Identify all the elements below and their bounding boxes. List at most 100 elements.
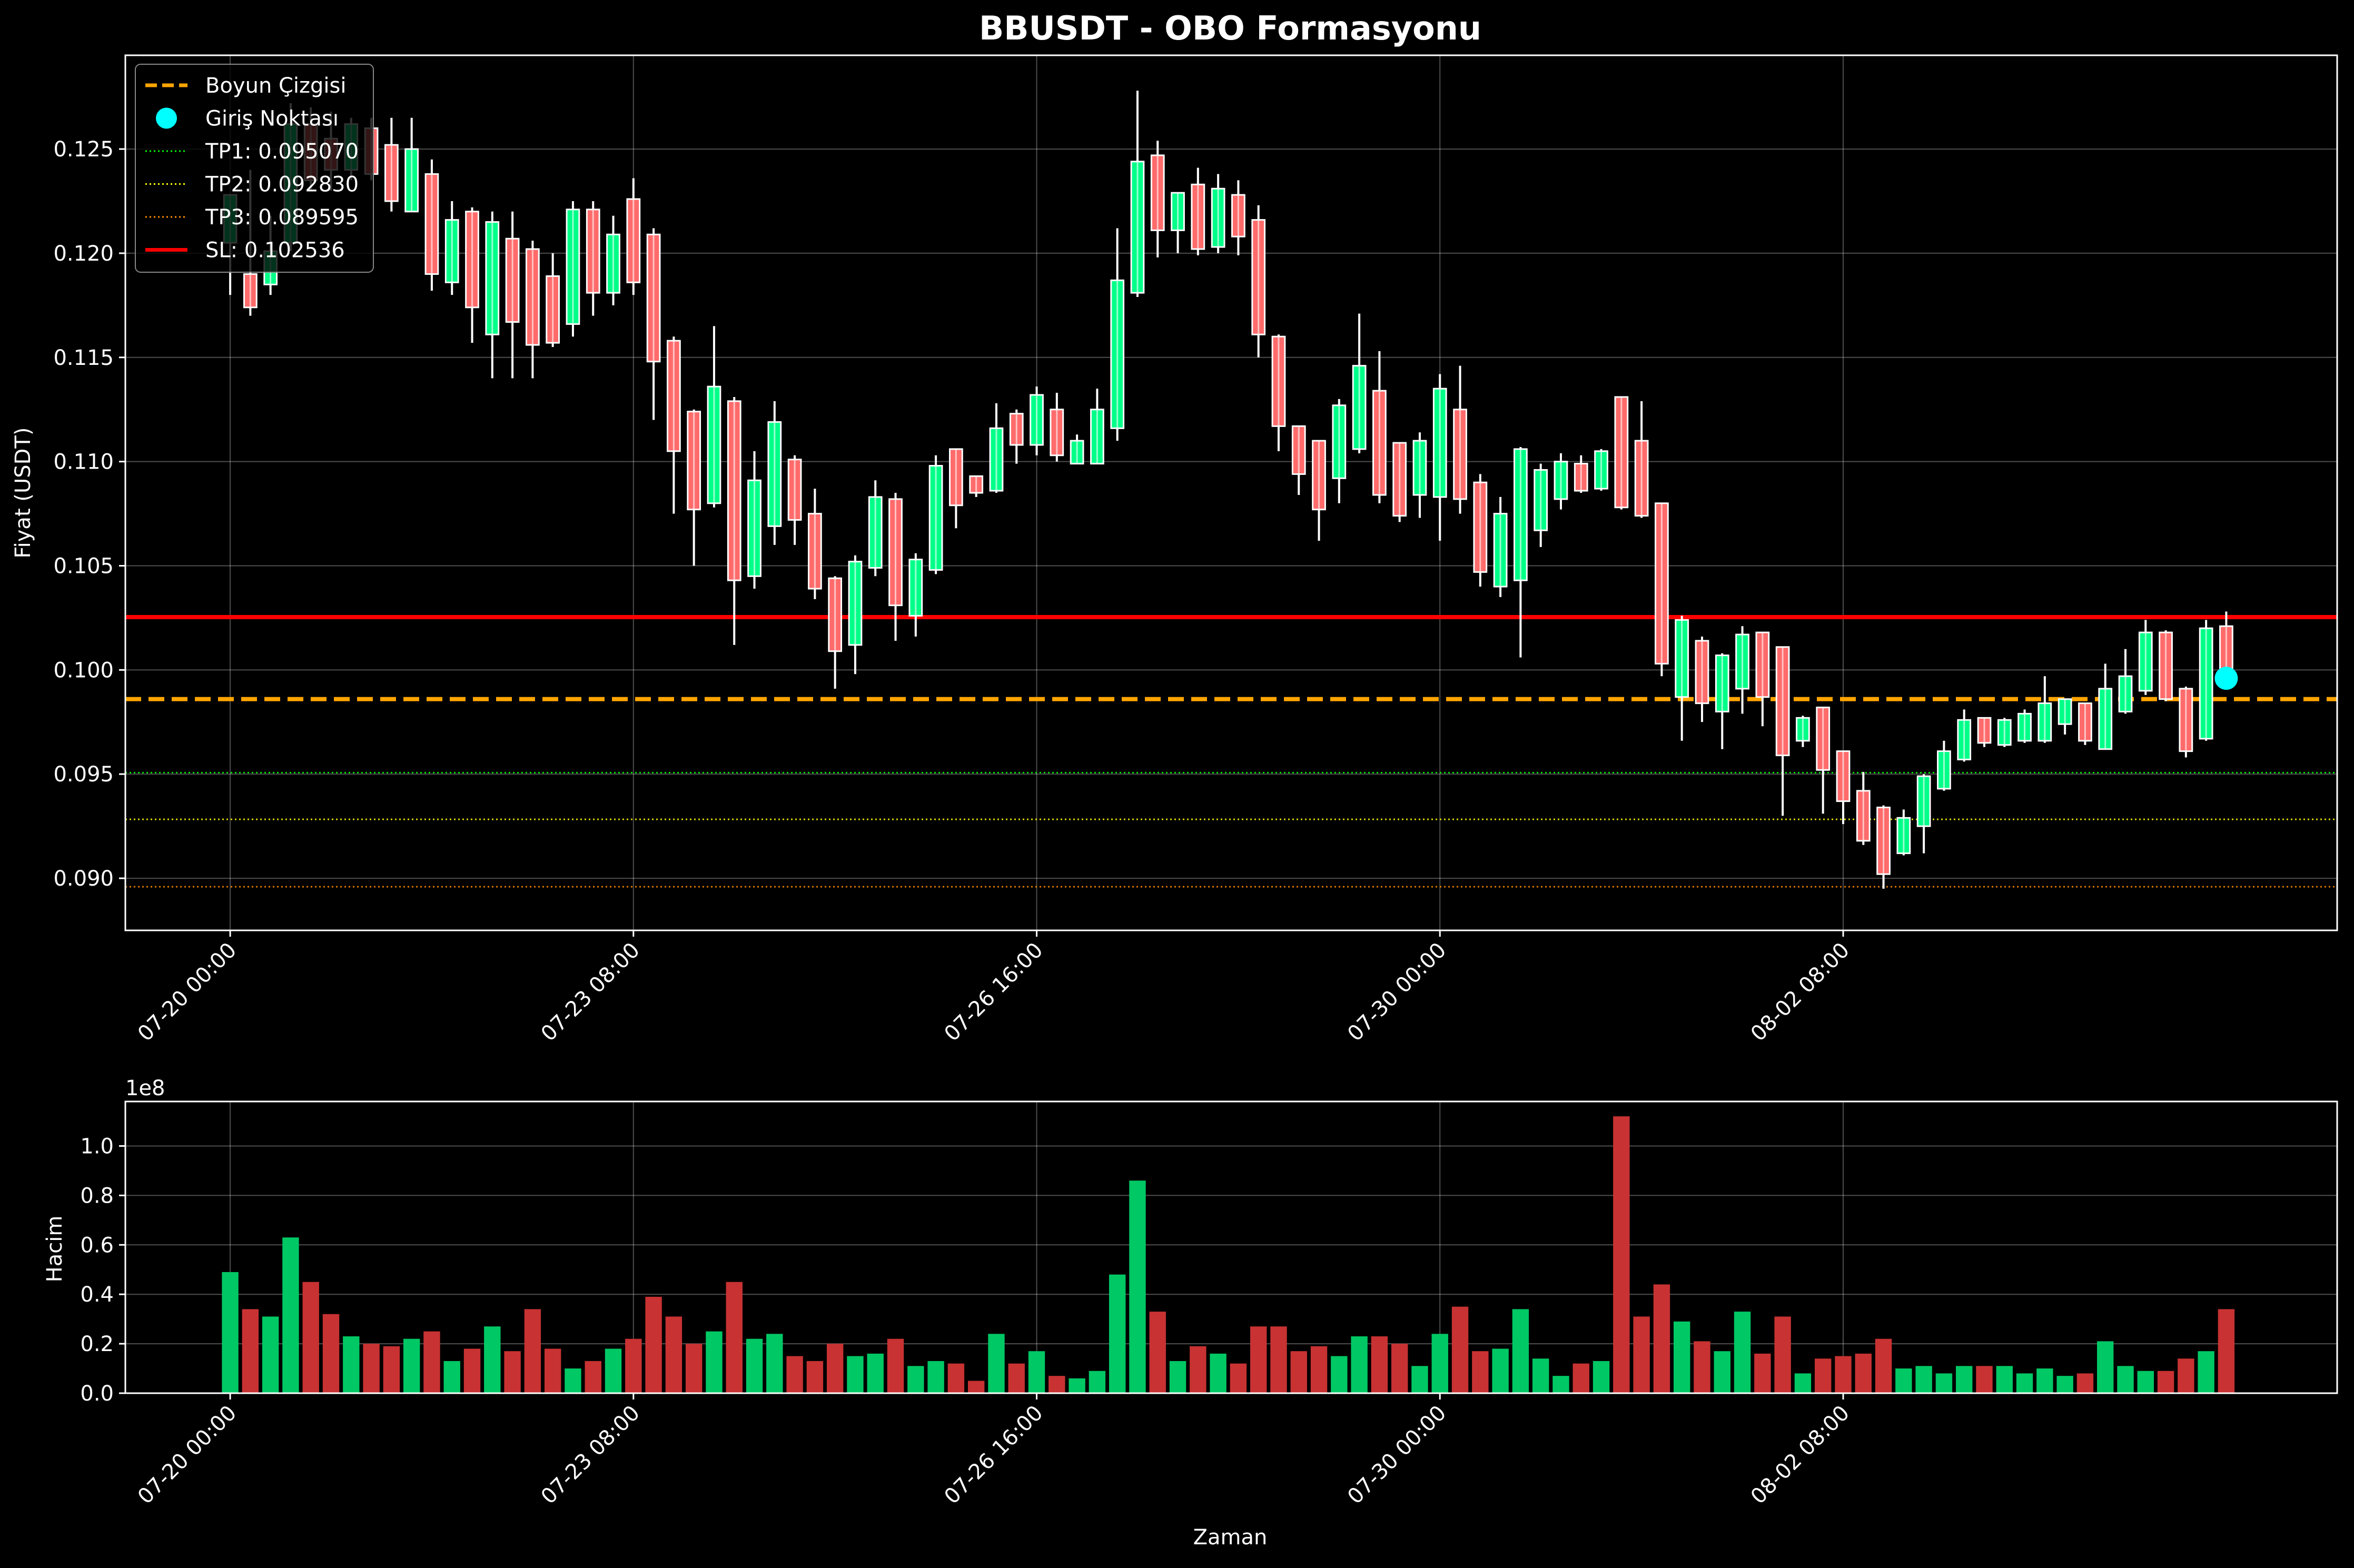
candle bbox=[808, 489, 822, 599]
volume-plot-frame bbox=[124, 1100, 2338, 1394]
legend-item: TP2: 0.092830 bbox=[145, 173, 359, 197]
volume-bar bbox=[302, 1282, 319, 1393]
candle bbox=[1211, 174, 1225, 253]
candle bbox=[1856, 772, 1871, 845]
volume-bar bbox=[1310, 1346, 1328, 1393]
candle bbox=[1937, 740, 1951, 791]
candle bbox=[485, 211, 500, 379]
volume-bar bbox=[463, 1348, 481, 1393]
candle bbox=[1231, 180, 1245, 255]
candle bbox=[1715, 653, 1729, 749]
candle bbox=[2058, 698, 2072, 735]
volume-bar bbox=[2117, 1366, 2134, 1393]
volume-y-tick-label: 0.2 bbox=[80, 1332, 114, 1356]
volume-bar bbox=[1996, 1366, 2013, 1393]
candle bbox=[1775, 646, 1790, 816]
volume-bar bbox=[2056, 1376, 2073, 1393]
volume-bar bbox=[2076, 1373, 2094, 1393]
candle bbox=[687, 409, 701, 566]
candle bbox=[1332, 399, 1347, 503]
candle bbox=[1574, 455, 1588, 493]
candle bbox=[747, 451, 761, 589]
candle bbox=[1514, 446, 1528, 658]
volume-bar bbox=[262, 1316, 279, 1393]
volume-bar bbox=[726, 1282, 743, 1393]
volume-y-tick-label: 0.8 bbox=[80, 1184, 114, 1208]
candle bbox=[969, 475, 984, 497]
volume-bar bbox=[1069, 1378, 1085, 1393]
volume-bar bbox=[1875, 1338, 1892, 1393]
candle bbox=[586, 201, 600, 316]
volume-bar bbox=[806, 1361, 824, 1393]
volume-bar bbox=[1572, 1363, 1589, 1393]
volume-bar bbox=[1754, 1353, 1771, 1393]
volume-bar bbox=[2157, 1371, 2174, 1393]
volume-bar bbox=[645, 1296, 662, 1393]
candle bbox=[1171, 192, 1185, 253]
price-y-tick-label: 0.125 bbox=[53, 137, 114, 162]
candle bbox=[1271, 334, 1286, 451]
volume-bar bbox=[746, 1338, 763, 1393]
price-y-axis-label: Fiyat (USDT) bbox=[11, 428, 35, 559]
volume-bar bbox=[826, 1344, 844, 1393]
candle bbox=[1735, 626, 1749, 714]
candle bbox=[1009, 409, 1024, 464]
candle bbox=[1614, 396, 1629, 510]
volume-bar bbox=[1391, 1344, 1408, 1393]
price-y-tick-label: 0.105 bbox=[53, 554, 114, 579]
candle bbox=[1392, 442, 1407, 522]
volume-y-tick-label: 0.0 bbox=[80, 1382, 114, 1406]
volume-bar bbox=[1512, 1309, 1529, 1393]
legend-label: TP3: 0.089595 bbox=[205, 205, 359, 230]
volume-bar bbox=[1613, 1116, 1630, 1393]
volume-bar bbox=[1149, 1312, 1166, 1393]
legend-label: TP1: 0.095070 bbox=[205, 140, 359, 164]
candle bbox=[1191, 167, 1205, 255]
volume-bar bbox=[786, 1356, 803, 1393]
volume-bar bbox=[1734, 1312, 1751, 1393]
candle bbox=[2199, 620, 2213, 741]
volume-bars bbox=[222, 1116, 2235, 1393]
candle bbox=[1675, 616, 1689, 741]
volume-bar bbox=[1694, 1341, 1710, 1393]
volume-y-tick-label: 0.4 bbox=[80, 1283, 114, 1307]
price-y-tick-label: 0.115 bbox=[53, 346, 114, 370]
volume-bar bbox=[1008, 1363, 1025, 1393]
volume-bar bbox=[706, 1331, 723, 1393]
volume-bar bbox=[2097, 1341, 2114, 1393]
legend-item: Giriş Noktası bbox=[156, 107, 339, 131]
candle bbox=[1876, 805, 1891, 889]
volume-bar bbox=[1270, 1326, 1287, 1393]
legend-box bbox=[135, 64, 374, 273]
candle bbox=[707, 326, 721, 508]
volume-bar bbox=[1935, 1373, 1953, 1393]
candle bbox=[1957, 709, 1972, 762]
volume-bar bbox=[1835, 1356, 1852, 1393]
volume-bar bbox=[403, 1338, 420, 1393]
candle bbox=[1997, 718, 2012, 747]
volume-bar bbox=[2198, 1351, 2214, 1393]
legend-item: TP1: 0.095070 bbox=[145, 140, 359, 164]
candle bbox=[667, 336, 681, 514]
candle bbox=[787, 455, 802, 545]
candle bbox=[444, 201, 459, 295]
volume-bar bbox=[847, 1356, 864, 1393]
volume-bar bbox=[1411, 1366, 1428, 1393]
volume-bar bbox=[1714, 1351, 1730, 1393]
candle bbox=[2179, 687, 2193, 758]
price-plot-frame bbox=[124, 54, 2338, 931]
volume-y-tick-label: 1.0 bbox=[80, 1135, 114, 1159]
volume-scale-label: 1e8 bbox=[125, 1076, 165, 1100]
volume-bar bbox=[665, 1316, 683, 1393]
entry-point-marker bbox=[2214, 667, 2238, 690]
volume-bar bbox=[1371, 1336, 1388, 1393]
candle bbox=[848, 555, 863, 674]
volume-bar bbox=[1250, 1326, 1267, 1393]
volume-bar bbox=[1653, 1284, 1670, 1393]
candle bbox=[1030, 386, 1044, 455]
candle bbox=[1755, 631, 1770, 727]
volume-bar bbox=[2016, 1373, 2033, 1393]
volume-bar bbox=[1431, 1334, 1448, 1393]
